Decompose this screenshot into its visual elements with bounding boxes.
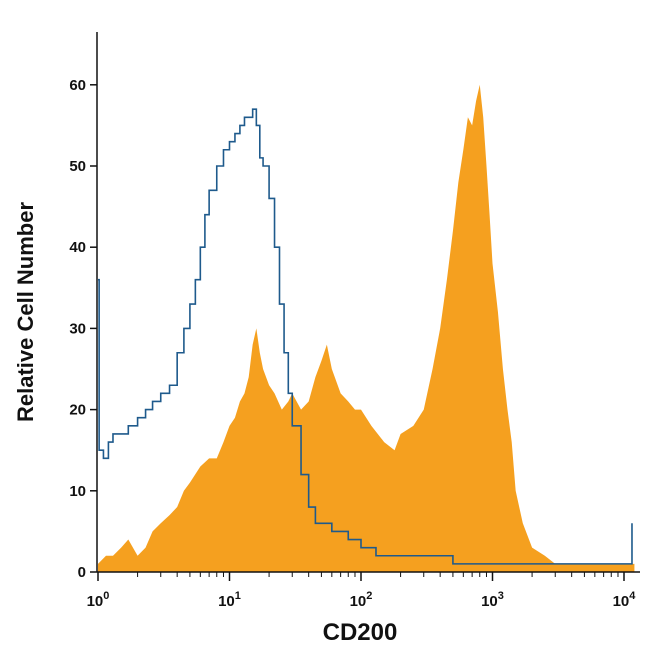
- y-tick-label: 0: [78, 564, 86, 581]
- y-axis-title: Relative Cell Number: [13, 202, 38, 423]
- x-tick-label: 102: [350, 590, 373, 610]
- x-tick-label: 100: [87, 590, 110, 610]
- series-layer: [98, 84, 635, 573]
- outline-histogram-series: [98, 108, 633, 565]
- y-tick-label: 60: [69, 77, 86, 94]
- y-tick-label: 30: [69, 320, 86, 337]
- x-tick-label: 104: [613, 590, 637, 610]
- y-tick-label: 40: [69, 239, 86, 256]
- y-tick-label: 20: [69, 402, 86, 419]
- x-tick-label: 103: [481, 590, 504, 610]
- x-axis-ticks: 100 101 102 103 104: [87, 572, 637, 610]
- y-tick-label: 50: [69, 158, 86, 175]
- y-axis-ticks: 0 10 20 30 40 50 60: [69, 77, 97, 581]
- filled-histogram-series: [98, 84, 635, 573]
- x-tick-label: 101: [218, 590, 241, 610]
- y-tick-label: 10: [69, 483, 86, 500]
- x-axis-title: CD200: [323, 619, 398, 646]
